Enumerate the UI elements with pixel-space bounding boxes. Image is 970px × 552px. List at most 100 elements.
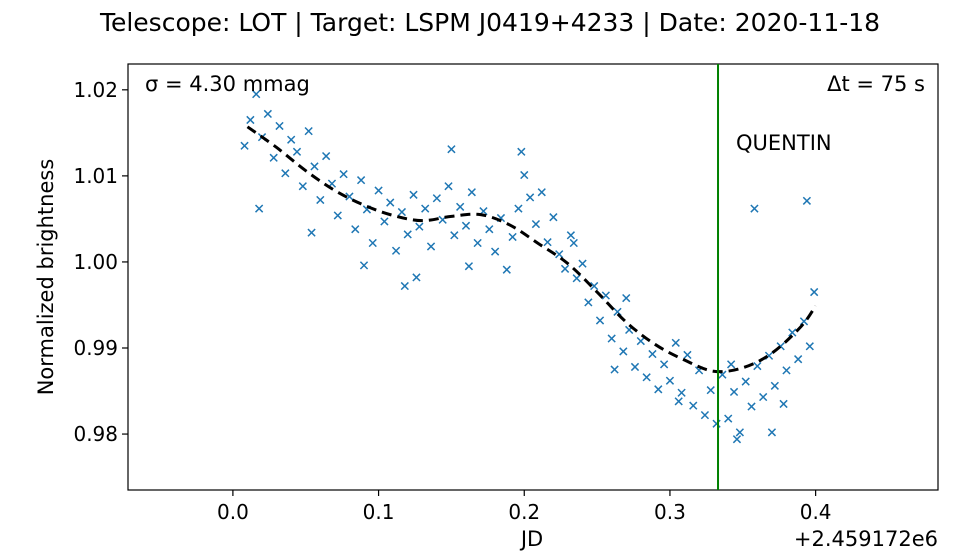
data-point — [514, 204, 523, 213]
data-point — [805, 342, 814, 351]
data-point — [307, 228, 316, 237]
data-point — [642, 373, 651, 382]
data-point — [683, 350, 692, 360]
data-point — [726, 360, 736, 369]
cadence-annotation: Δt = 75 s — [827, 72, 925, 96]
data-point — [450, 231, 459, 240]
x-tick-label: 0.2 — [508, 500, 540, 524]
data-point — [610, 365, 619, 374]
data-point — [517, 147, 526, 156]
data-point — [304, 126, 313, 136]
data-point — [275, 121, 284, 131]
data-point — [753, 361, 762, 371]
data-point — [648, 349, 657, 359]
y-tick-label: 0.99 — [73, 336, 118, 360]
data-point — [400, 281, 409, 291]
axes-frame — [127, 63, 939, 491]
y-tick-label: 0.98 — [73, 422, 118, 446]
data-point — [531, 219, 541, 229]
data-point — [380, 217, 389, 226]
data-point — [403, 230, 412, 239]
event-label: QUENTIN — [736, 131, 832, 155]
data-point — [386, 198, 395, 207]
data-point — [368, 238, 377, 248]
data-point — [252, 89, 261, 99]
data-point — [555, 250, 564, 259]
data-point — [569, 238, 578, 248]
data-point — [622, 293, 631, 303]
data-point — [689, 401, 698, 410]
data-point — [549, 213, 558, 222]
data-point — [246, 115, 255, 125]
data-point — [356, 176, 366, 185]
x-axis-ticks: 0.0 0.1 0.2 0.3 0.4 — [217, 490, 832, 524]
data-point — [461, 221, 471, 230]
y-axis-ticks: 0.98 0.99 1.00 1.01 1.02 — [73, 78, 128, 446]
data-point — [321, 151, 331, 161]
data-point — [788, 328, 797, 337]
x-tick-label: 0.1 — [363, 500, 395, 524]
data-point — [700, 410, 710, 420]
data-point — [665, 376, 675, 385]
data-point — [316, 195, 325, 205]
data-point — [779, 399, 788, 409]
x-tick-label: 0.4 — [800, 500, 832, 524]
data-point — [415, 222, 424, 231]
data-point — [426, 242, 436, 251]
data-point — [421, 204, 430, 213]
data-point — [810, 287, 819, 297]
data-point — [607, 334, 616, 343]
y-tick-label: 1.01 — [73, 164, 118, 188]
data-point — [537, 188, 546, 197]
data-point — [351, 225, 360, 234]
data-point — [473, 238, 482, 248]
data-point — [782, 366, 791, 375]
data-point — [298, 182, 307, 191]
data-point — [339, 170, 348, 179]
data-point — [485, 225, 494, 234]
data-point — [333, 211, 342, 220]
data-point — [490, 247, 500, 256]
data-point — [359, 261, 369, 270]
data-point — [741, 377, 750, 386]
data-point — [619, 347, 628, 356]
data-point — [735, 428, 745, 437]
data-point — [724, 414, 733, 423]
data-point — [560, 264, 570, 273]
y-axis-label: Normalized brightness — [34, 159, 58, 396]
data-point — [747, 402, 756, 411]
data-point — [566, 231, 576, 240]
data-point — [287, 135, 296, 144]
data-point — [269, 153, 278, 162]
data-point — [595, 316, 605, 325]
data-point — [578, 259, 587, 268]
data-point — [543, 238, 552, 247]
data-point — [502, 265, 511, 274]
data-point — [750, 204, 759, 213]
data-point — [584, 298, 593, 307]
x-axis-label: JD — [519, 527, 543, 551]
data-point — [767, 428, 777, 437]
data-point — [636, 336, 645, 346]
data-point — [432, 194, 441, 203]
sigma-annotation: σ = 4.30 mmag — [145, 72, 310, 96]
data-point — [456, 202, 465, 211]
y-tick-label: 1.00 — [73, 250, 118, 274]
data-point — [601, 291, 610, 300]
data-point — [281, 169, 290, 178]
data-point — [674, 397, 683, 406]
data-point — [508, 232, 517, 242]
data-point — [706, 386, 715, 395]
data-point — [345, 192, 354, 201]
data-point — [397, 207, 407, 217]
data-point — [802, 196, 812, 205]
data-point — [444, 182, 453, 191]
data-point — [263, 109, 272, 119]
x-axis-offset-label: +2.459172e6 — [794, 527, 938, 551]
data-point — [292, 147, 302, 156]
chart-title: Telescope: LOT | Target: LSPM J0419+4233… — [99, 8, 880, 37]
data-point — [794, 355, 803, 364]
data-point — [525, 193, 535, 202]
data-point — [630, 362, 640, 372]
trend-line — [246, 125, 817, 374]
